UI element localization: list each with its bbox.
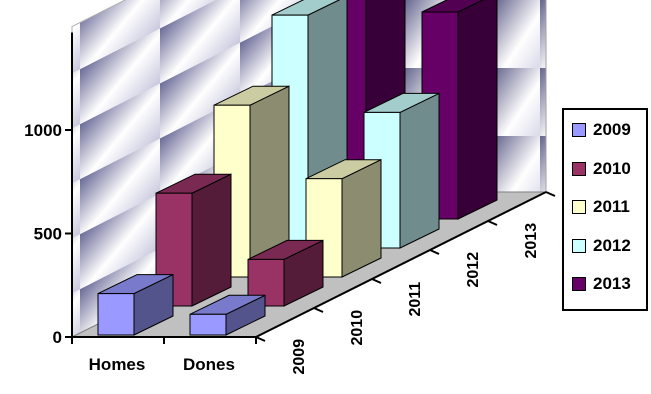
bar-2009-homes [97, 273, 174, 336]
depth-tick-label: 2010 [349, 310, 366, 346]
legend-label: 2011 [593, 197, 630, 216]
legend-swatch [572, 238, 586, 253]
legend-item: 2009 [572, 119, 631, 141]
bar-side [399, 92, 440, 249]
depth-tick-label: 2011 [407, 282, 424, 317]
bar-2011-homes [213, 85, 290, 278]
bar-side [457, 0, 498, 220]
legend-swatch [572, 161, 586, 176]
x-tick-label: Dones [183, 355, 235, 374]
depth-tick-label: 2013 [523, 223, 540, 259]
depth-tick-mark [371, 278, 382, 284]
bar-2012-dones [363, 92, 440, 249]
legend-item: 2010 [572, 158, 631, 180]
chart-axes [65, 32, 556, 344]
bar-side [191, 173, 232, 307]
bar-front [189, 313, 227, 336]
x-tick-label: Homes [89, 355, 146, 374]
depth-tick-mark [487, 220, 498, 226]
legend-swatch [572, 277, 586, 291]
depth-tick-mark [255, 336, 266, 342]
depth-tick-label: 2009 [291, 339, 308, 375]
chart-labels: 0 500 1000 Homes Dones 2009 2010 2011 2012 2013 [24, 121, 540, 375]
legend-label: 2010 [593, 158, 631, 178]
legend-label: 2012 [593, 235, 631, 255]
chart-bars [97, 0, 498, 336]
bar-front [97, 293, 135, 336]
depth-tick-mark [429, 249, 440, 255]
legend-swatch [572, 123, 586, 137]
legend-label: 2013 [593, 274, 631, 293]
y-tick-label: 500 [34, 225, 62, 244]
legend-swatch [572, 200, 586, 214]
legend-item: 2011 [572, 196, 630, 218]
legend: 2009 2010 2011 2012 2013 [562, 108, 648, 311]
bar-2009-dones [189, 294, 266, 336]
depth-tick-mark [545, 191, 556, 197]
legend-label: 2009 [593, 120, 631, 139]
depth-tick-label: 2012 [465, 252, 482, 288]
y-tick-label: 0 [53, 328, 62, 347]
y-tick-label: 1000 [24, 121, 62, 140]
bar-side [341, 158, 382, 278]
depth-axis-line [255, 191, 547, 338]
legend-item: 2013 [572, 273, 631, 295]
legend-item: 2012 [572, 235, 631, 257]
depth-tick-mark [313, 307, 324, 313]
